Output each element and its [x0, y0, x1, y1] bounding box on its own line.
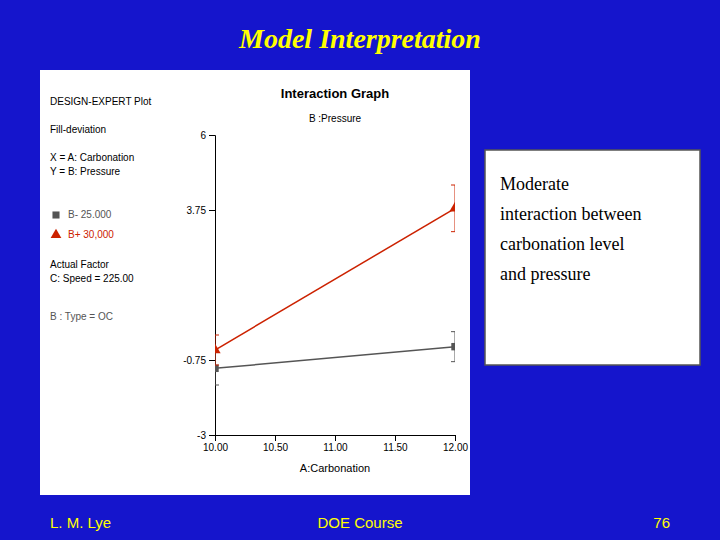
error-bar [215, 352, 219, 385]
x-tick-mark [455, 435, 456, 441]
y-tick-mark [209, 360, 215, 361]
text-box-line: interaction between [500, 204, 641, 224]
series-marker [215, 343, 221, 353]
y-tick: -0.75 [183, 355, 215, 366]
annotation: Y = B: Pressure [50, 166, 121, 177]
y-tick: 6 [200, 130, 215, 141]
y-tick-label: -3 [197, 430, 206, 441]
y-tick: -3 [197, 430, 215, 441]
plot-marks [215, 185, 455, 385]
chart-subtitle: B :Pressure [309, 113, 362, 124]
error-bar [451, 332, 455, 362]
footer: L. M. Lye [50, 514, 111, 531]
x-tick-label: 11.00 [323, 442, 348, 453]
x-tick: 12.00 [443, 435, 468, 453]
text-box-line: carbonation level [500, 234, 624, 254]
legend-marker [52, 211, 59, 218]
background [0, 0, 720, 540]
x-tick: 10.50 [263, 435, 288, 453]
y-tick-label: 6 [200, 130, 206, 141]
text-box [485, 150, 700, 365]
series-marker [215, 365, 219, 372]
legend-label: B+ 30,000 [68, 229, 114, 240]
y-axis: -3 -0.75 3.75 6 [183, 130, 215, 441]
x-axis-label: A:Carbonation [300, 462, 370, 474]
panel [40, 70, 470, 495]
y-tick-mark [209, 135, 215, 136]
x-tick-mark [395, 435, 396, 441]
x-tick-label: 10.50 [263, 442, 288, 453]
text-box-line: and pressure [500, 264, 590, 284]
x-tick: 10.00 [203, 435, 228, 453]
annotation: X = A: Carbonation [50, 152, 134, 163]
x-tick: 11.00 [323, 435, 348, 453]
x-tick-mark [335, 435, 336, 441]
y-tick: 3.75 [187, 205, 215, 216]
x-tick-label: 10.00 [203, 442, 228, 453]
annotation: Fill-deviation [50, 124, 106, 135]
annotation: Actual Factor [50, 259, 110, 270]
legend-marker [51, 229, 62, 238]
x-axis-line [216, 436, 456, 442]
annotation: DESIGN-EXPERT Plot [50, 96, 152, 107]
y-tick-mark [209, 210, 215, 211]
annotation: B : Type = OC [50, 311, 113, 322]
series-marker [451, 343, 455, 350]
x-tick: 11.50 [383, 435, 408, 453]
annotation: C: Speed = 225.00 [50, 273, 134, 284]
footer: 76 [653, 514, 670, 531]
text-box-line: Moderate [500, 174, 569, 194]
x-axis: 10.00 10.50 11.00 11.50 12.00 [203, 435, 468, 453]
x-tick-mark [275, 435, 276, 441]
y-tick-mark [209, 435, 215, 436]
series-line [215, 347, 455, 369]
series-line [215, 208, 455, 350]
legend: B- 25.000 B+ 30,000 [51, 209, 115, 240]
series-marker [449, 202, 455, 212]
legend-label: B- 25.000 [68, 209, 112, 220]
x-tick-label: 11.50 [383, 442, 408, 453]
footer: DOE Course [317, 514, 402, 531]
slide: Model Interpretation DESIGN-EXPERT Plot Fi… [0, 0, 720, 540]
y-tick-label: 3.75 [187, 205, 207, 216]
slide-title: Model Interpretation [238, 23, 481, 54]
x-tick-label: 12.00 [443, 442, 468, 453]
y-tick-label: -0.75 [183, 355, 206, 366]
chart-title: Interaction Graph [281, 86, 389, 101]
y-axis-line [209, 136, 216, 436]
